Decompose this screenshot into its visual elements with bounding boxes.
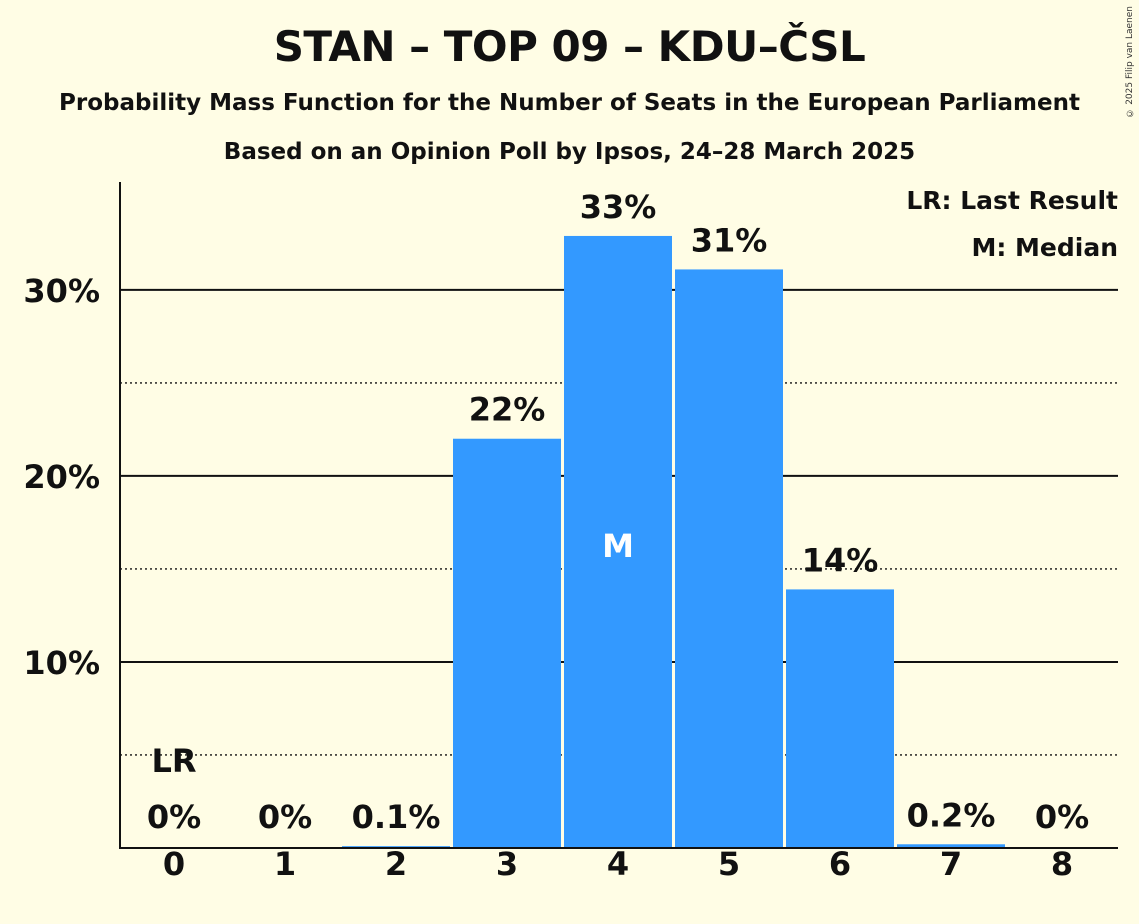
x-tick-label-3: 3	[496, 845, 518, 883]
last-result-marker: LR	[151, 742, 196, 780]
value-label-seat-1: 0%	[258, 798, 312, 836]
value-label-seat-0: 0%	[147, 798, 201, 836]
x-tick-label-0: 0	[163, 845, 185, 883]
value-label-seat-8: 0%	[1035, 798, 1089, 836]
y-tick-label-20: 20%	[23, 458, 100, 496]
chart-title: STAN – TOP 09 – KDU–ČSL	[273, 22, 866, 71]
bar-seat-4	[564, 235, 672, 849]
median-marker: M	[602, 527, 634, 565]
legend-entry-1: LR: Last Result	[906, 186, 1118, 215]
x-tick-label-8: 8	[1051, 845, 1073, 883]
x-tick-label-6: 6	[829, 845, 851, 883]
x-tick-label-5: 5	[718, 845, 740, 883]
x-tick-label-4: 4	[607, 845, 629, 883]
value-label-seat-3: 22%	[469, 391, 546, 429]
y-tick-label-30: 30%	[23, 272, 100, 310]
value-label-seat-2: 0.1%	[352, 798, 441, 836]
bar-seat-7	[897, 844, 1005, 848]
value-label-seat-5: 31%	[691, 221, 768, 259]
value-label-seat-6: 14%	[802, 541, 879, 579]
value-label-seat-7: 0.2%	[907, 796, 996, 834]
chart-source-line: Based on an Opinion Poll by Ipsos, 24–28…	[223, 139, 916, 165]
bar-seat-6	[786, 589, 894, 848]
y-tick-label-10: 10%	[23, 644, 100, 682]
legend-entry-2: M: Median	[971, 233, 1118, 262]
x-tick-label-2: 2	[385, 845, 407, 883]
bar-seat-3	[453, 438, 561, 848]
x-tick-label-1: 1	[274, 845, 296, 883]
chart-subtitle: Probability Mass Function for the Number…	[59, 90, 1080, 116]
x-tick-label-7: 7	[940, 845, 962, 883]
bar-seat-5	[675, 269, 783, 848]
value-label-seat-4: 33%	[580, 188, 657, 226]
